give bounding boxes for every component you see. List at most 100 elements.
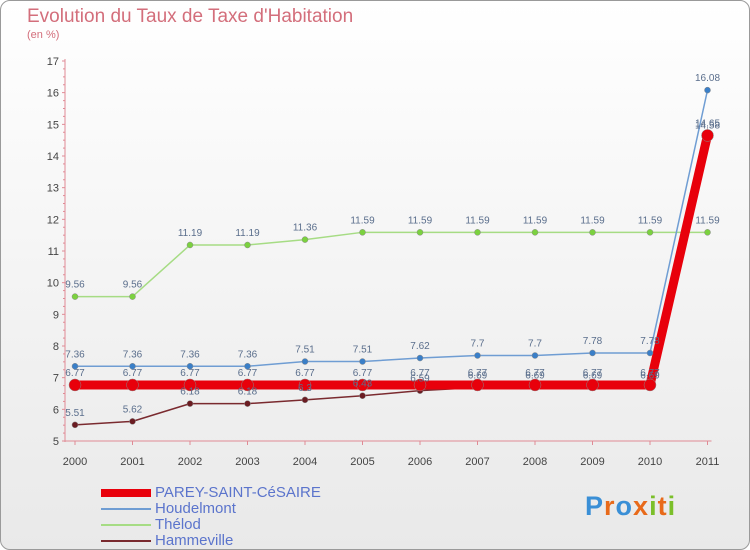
data-point	[241, 378, 254, 392]
x-tick-label: 2003	[235, 456, 259, 468]
series-line-1	[75, 89, 709, 368]
data-point	[646, 229, 654, 236]
data-label: 11.59	[695, 215, 720, 226]
legend-label: Houdelmont	[155, 500, 236, 517]
data-point	[68, 378, 82, 392]
logo-letter: i	[649, 491, 658, 521]
data-label: 14.58	[695, 121, 720, 132]
x-tick-label: 2004	[293, 456, 317, 468]
data-point	[531, 229, 539, 236]
data-label: 11.59	[580, 215, 605, 226]
x-tick-label: 2000	[63, 456, 87, 468]
y-tick-label: 14	[47, 151, 59, 163]
data-label: 7.51	[295, 345, 315, 356]
series-line-2	[75, 231, 708, 298]
data-point	[244, 400, 251, 407]
y-tick-label: 6	[53, 404, 59, 416]
data-label: 5.62	[123, 404, 143, 415]
logo-letter: o	[615, 491, 634, 521]
y-tick-label: 15	[47, 119, 59, 131]
data-label: 14.65	[695, 118, 720, 129]
x-tick-label: 2008	[523, 456, 547, 468]
data-label: 7.36	[180, 349, 200, 360]
data-label: 11.19	[235, 228, 260, 239]
data-point	[589, 229, 596, 236]
legend-label: PAREY-SAINT-CéSAIRE	[155, 484, 321, 501]
chart-unit: (en %)	[27, 29, 60, 41]
data-label: 11.59	[408, 215, 433, 226]
data-point	[244, 363, 251, 370]
data-point	[244, 241, 251, 249]
proxiti-logo: Proxiti	[585, 491, 676, 522]
legend-label: Thélod	[155, 516, 201, 533]
y-tick-label: 5	[53, 436, 59, 448]
data-point	[186, 363, 194, 370]
y-tick-label: 9	[53, 309, 59, 321]
data-label: 11.19	[178, 228, 203, 239]
data-label: 6.77	[525, 368, 545, 379]
y-tick-label: 11	[48, 246, 59, 258]
logo-letter: P	[585, 491, 605, 521]
data-point	[643, 378, 657, 392]
data-label: 6.77	[468, 368, 488, 379]
data-label: 6.77	[180, 368, 200, 379]
data-point	[301, 396, 309, 404]
data-point	[301, 358, 309, 365]
x-tick-label: 2001	[120, 456, 144, 468]
data-label: 9.56	[123, 280, 143, 291]
x-tick-label: 2011	[696, 456, 720, 468]
data-point	[701, 129, 714, 142]
data-point	[474, 352, 481, 359]
x-tick-label: 2009	[580, 456, 604, 468]
logo-letter: t	[657, 491, 668, 521]
data-point	[531, 352, 539, 359]
data-label: 16.08	[695, 73, 720, 84]
data-point	[129, 363, 136, 370]
data-label: 7.78	[583, 336, 603, 347]
data-label: 7.36	[65, 349, 85, 360]
data-label: 7.36	[238, 349, 258, 360]
data-point	[471, 378, 484, 392]
data-point	[129, 418, 136, 425]
data-point	[183, 378, 197, 392]
data-point	[126, 378, 139, 392]
data-point	[359, 358, 366, 365]
data-label: 11.59	[465, 215, 490, 226]
data-point	[474, 229, 481, 236]
data-point	[71, 421, 79, 429]
data-point	[71, 293, 79, 300]
y-tick-label: 7	[53, 373, 59, 385]
data-label: 7.51	[353, 345, 373, 356]
data-label: 7.78	[640, 336, 660, 347]
data-label: 6.77	[238, 368, 258, 379]
data-label: 9.56	[65, 280, 85, 291]
data-label: 6.77	[123, 368, 143, 379]
x-tick-label: 2002	[178, 456, 202, 468]
y-tick-label: 13	[47, 183, 59, 195]
data-label: 6.18	[180, 387, 200, 398]
data-point	[416, 229, 424, 236]
data-point	[646, 349, 654, 357]
data-point	[298, 378, 312, 392]
y-tick-label: 17	[47, 56, 59, 68]
data-point	[71, 363, 79, 370]
data-label: 7.62	[410, 341, 430, 352]
x-tick-label: 2010	[638, 456, 662, 468]
data-label: 6.77	[65, 368, 85, 379]
data-label: 6.59	[410, 374, 430, 385]
data-label: 11.59	[638, 215, 663, 226]
y-tick-label: 16	[47, 88, 59, 100]
data-point	[416, 354, 424, 362]
data-label: 5.51	[65, 408, 85, 419]
legend-swatch	[101, 489, 151, 497]
x-tick-label: 2007	[465, 456, 489, 468]
data-label: 6.69	[583, 370, 603, 381]
data-point	[528, 378, 542, 392]
legend-swatch	[101, 508, 151, 510]
data-point	[356, 378, 369, 392]
data-label: 6.77	[353, 368, 373, 379]
y-tick-label: 12	[47, 214, 59, 226]
data-point	[586, 378, 599, 392]
